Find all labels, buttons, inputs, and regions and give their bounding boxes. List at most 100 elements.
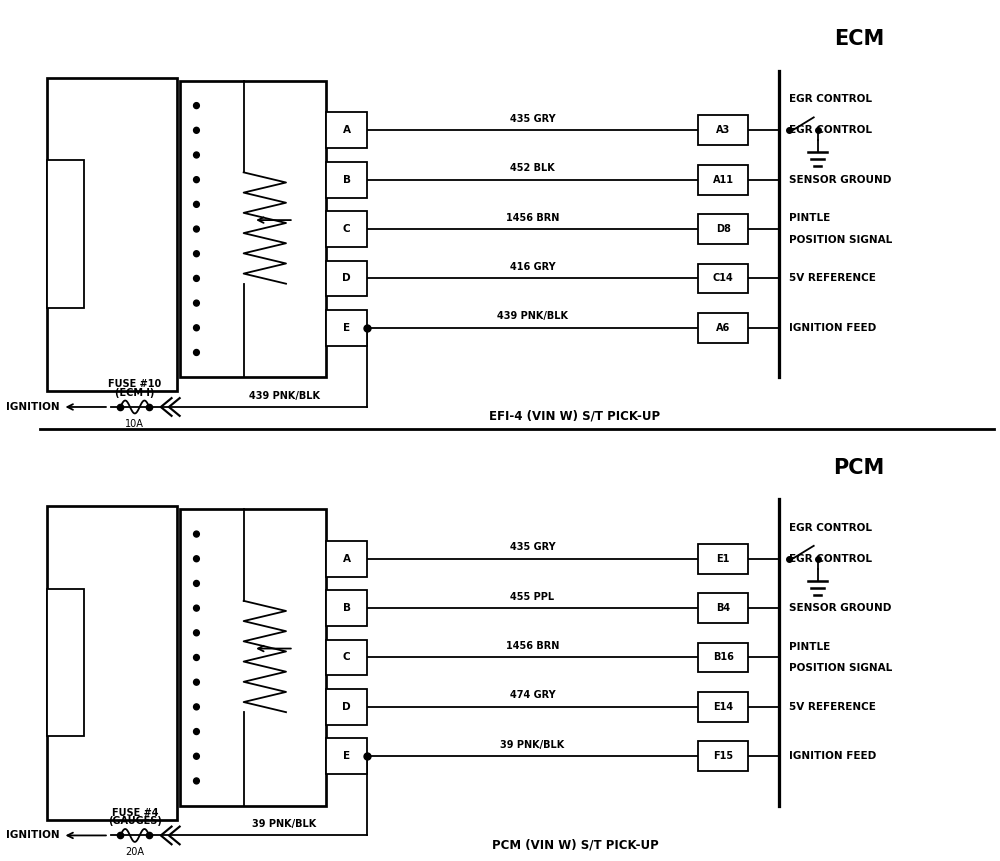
- Text: E: E: [343, 752, 350, 761]
- Text: ECM: ECM: [834, 29, 884, 49]
- Bar: [326, 113, 367, 148]
- Text: 452 BLK: 452 BLK: [510, 164, 555, 173]
- Text: A: A: [343, 126, 351, 135]
- Text: PINTLE: PINTLE: [789, 641, 830, 652]
- Circle shape: [194, 251, 199, 257]
- Circle shape: [194, 325, 199, 331]
- Text: EGR CONTROL: EGR CONTROL: [789, 95, 872, 104]
- Text: 1456 BRN: 1456 BRN: [506, 641, 559, 651]
- Bar: [180, 510, 326, 806]
- Text: 439 PNK/BLK: 439 PNK/BLK: [249, 391, 320, 400]
- Text: A3: A3: [716, 126, 730, 135]
- Circle shape: [194, 778, 199, 784]
- Bar: [47, 78, 177, 391]
- Text: D: D: [342, 702, 351, 712]
- Text: 1456 BRN: 1456 BRN: [506, 213, 559, 223]
- Bar: [47, 160, 84, 307]
- Text: (GAUGES): (GAUGES): [108, 816, 162, 827]
- Bar: [326, 640, 367, 675]
- Bar: [698, 544, 748, 573]
- Text: PCM: PCM: [833, 457, 885, 478]
- Circle shape: [194, 753, 199, 759]
- Bar: [180, 81, 326, 377]
- Text: IGNITION: IGNITION: [6, 402, 60, 412]
- Circle shape: [194, 350, 199, 356]
- Circle shape: [194, 226, 199, 232]
- Text: IGNITION FEED: IGNITION FEED: [789, 323, 876, 333]
- Text: D8: D8: [716, 224, 731, 234]
- Circle shape: [194, 580, 199, 586]
- Bar: [698, 115, 748, 146]
- Text: SENSOR GROUND: SENSOR GROUND: [789, 175, 891, 184]
- Text: PINTLE: PINTLE: [789, 213, 830, 223]
- Text: A6: A6: [716, 323, 730, 333]
- Text: (ECM I): (ECM I): [115, 388, 155, 398]
- Bar: [698, 741, 748, 771]
- Circle shape: [194, 654, 199, 660]
- Circle shape: [194, 177, 199, 183]
- Text: F15: F15: [713, 752, 733, 761]
- Bar: [698, 313, 748, 343]
- Text: 435 GRY: 435 GRY: [510, 542, 555, 552]
- Bar: [698, 692, 748, 722]
- Bar: [326, 162, 367, 197]
- Text: POSITION SIGNAL: POSITION SIGNAL: [789, 235, 892, 245]
- Text: FUSE #4: FUSE #4: [112, 808, 158, 818]
- Text: 474 GRY: 474 GRY: [510, 691, 555, 700]
- Bar: [326, 261, 367, 296]
- Circle shape: [194, 300, 199, 306]
- Bar: [698, 642, 748, 672]
- Bar: [326, 739, 367, 774]
- Circle shape: [194, 679, 199, 685]
- Text: 10A: 10A: [125, 419, 144, 429]
- Circle shape: [194, 201, 199, 208]
- Text: 39 PNK/BLK: 39 PNK/BLK: [500, 740, 565, 750]
- Bar: [698, 593, 748, 623]
- Text: B: B: [343, 603, 351, 613]
- Text: A11: A11: [713, 175, 734, 184]
- Bar: [326, 211, 367, 247]
- Text: FUSE #10: FUSE #10: [108, 379, 161, 389]
- Text: 5V REFERENCE: 5V REFERENCE: [789, 274, 876, 283]
- Text: IGNITION: IGNITION: [6, 831, 60, 840]
- Text: 20A: 20A: [125, 847, 144, 858]
- Text: 455 PPL: 455 PPL: [510, 592, 555, 602]
- Circle shape: [194, 630, 199, 635]
- Text: C: C: [343, 653, 350, 662]
- Text: B16: B16: [713, 653, 734, 662]
- Circle shape: [194, 728, 199, 734]
- Text: 5V REFERENCE: 5V REFERENCE: [789, 702, 876, 712]
- Circle shape: [194, 152, 199, 158]
- Text: E: E: [343, 323, 350, 333]
- Bar: [326, 541, 367, 577]
- Circle shape: [194, 127, 199, 133]
- Bar: [698, 164, 748, 195]
- Bar: [326, 591, 367, 626]
- Text: EGR CONTROL: EGR CONTROL: [789, 126, 872, 135]
- Bar: [47, 506, 177, 820]
- Circle shape: [194, 605, 199, 611]
- Text: A: A: [343, 554, 351, 564]
- Text: 439 PNK/BLK: 439 PNK/BLK: [497, 312, 568, 321]
- Text: C: C: [343, 224, 350, 234]
- Text: 416 GRY: 416 GRY: [510, 262, 555, 272]
- Circle shape: [194, 102, 199, 108]
- Text: B: B: [343, 175, 351, 184]
- Circle shape: [194, 704, 199, 709]
- Text: PCM (VIN W) S/T PICK-UP: PCM (VIN W) S/T PICK-UP: [492, 839, 658, 852]
- Text: B4: B4: [716, 603, 730, 613]
- Text: IGNITION FEED: IGNITION FEED: [789, 752, 876, 761]
- Text: 435 GRY: 435 GRY: [510, 114, 555, 124]
- Text: EGR CONTROL: EGR CONTROL: [789, 554, 872, 564]
- Bar: [326, 689, 367, 725]
- Text: EGR CONTROL: EGR CONTROL: [789, 523, 872, 533]
- Text: D: D: [342, 274, 351, 283]
- Text: POSITION SIGNAL: POSITION SIGNAL: [789, 664, 892, 673]
- Text: C14: C14: [713, 274, 734, 283]
- Text: E14: E14: [713, 702, 733, 712]
- Text: 39 PNK/BLK: 39 PNK/BLK: [252, 819, 316, 829]
- Text: E1: E1: [717, 554, 730, 564]
- Bar: [698, 263, 748, 294]
- Text: EFI-4 (VIN W) S/T PICK-UP: EFI-4 (VIN W) S/T PICK-UP: [489, 410, 660, 423]
- Text: SENSOR GROUND: SENSOR GROUND: [789, 603, 891, 613]
